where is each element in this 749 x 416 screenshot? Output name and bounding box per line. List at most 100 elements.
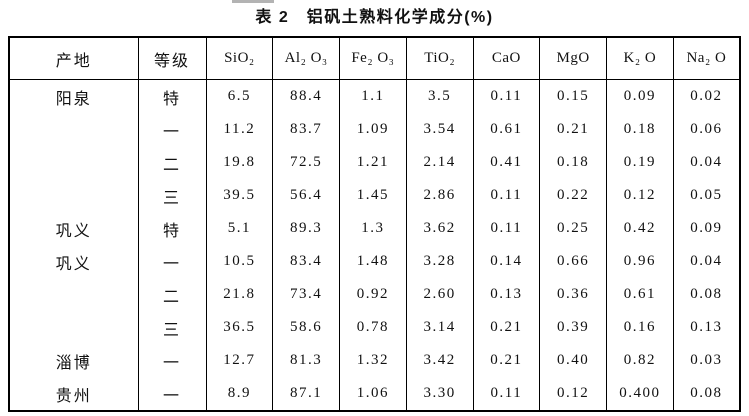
value-cell: 3.54 (405, 113, 473, 146)
value-cell: 0.08 (672, 377, 740, 411)
grade-cell: 特 (137, 212, 206, 245)
value-cell: 0.15 (539, 79, 607, 113)
value-cell: 0.11 (472, 212, 540, 245)
value-cell: 3.42 (405, 344, 473, 377)
table-body: 阳泉特 6.5 88.4 1.1 3.5 0.11 0.15 0.09 0.02 一 11.2 83.… (9, 79, 740, 411)
column-header-grade: 等级 (137, 37, 206, 80)
value-cell: 0.22 (539, 179, 607, 212)
grade-cell: 三 (137, 179, 206, 212)
value-cell: 0.04 (672, 245, 740, 278)
column-header-fe2o3: Fe₂ O₃ (339, 37, 407, 80)
table-row: 巩义 特 5.1 89.3 1.3 3.62 0.11 0.25 0.42 0.09 (9, 212, 740, 245)
value-cell: 1.06 (339, 377, 407, 411)
value-cell: 8.9 (205, 377, 273, 411)
value-cell: 6.5 (205, 79, 273, 113)
grade-cell: 二 (137, 146, 206, 179)
value-cell: 3.5 (405, 79, 473, 113)
origin-cell: 阳泉 (55, 90, 92, 108)
value-cell: 0.08 (672, 278, 740, 311)
table-row: 三 36.5 58.6 0.78 3.14 0.21 0.39 0.16 0.13 (9, 311, 740, 344)
value-cell: 11.2 (205, 113, 273, 146)
column-header-cao: CaO (472, 37, 540, 80)
value-cell: 1.21 (339, 146, 407, 179)
value-cell: 2.86 (405, 179, 473, 212)
value-cell: 83.7 (272, 113, 340, 146)
value-cell: 36.5 (205, 311, 273, 344)
column-header-al2o3: Al₂ O₃ (272, 37, 340, 80)
value-cell: 0.11 (472, 179, 540, 212)
value-cell: 72.5 (272, 146, 340, 179)
value-cell: 0.21 (539, 113, 607, 146)
composition-table: 产地 等级 SiO₂ Al₂ O₃ Fe₂ O₃ TiO₂ CaO MgO K₂… (8, 36, 741, 412)
column-header-tio2: TiO₂ (405, 37, 473, 80)
origin-cell: 巩义 (55, 222, 92, 240)
value-cell: 3.62 (405, 212, 473, 245)
value-cell: 1.45 (339, 179, 407, 212)
table-row: 贵州 一 8.9 87.1 1.06 3.30 0.11 0.12 0.400 0.08 (9, 377, 740, 411)
value-cell: 0.14 (472, 245, 540, 278)
value-cell: 0.41 (472, 146, 540, 179)
column-header-origin: 产地 (9, 37, 138, 80)
column-header-na2o: Na₂ O (672, 37, 740, 80)
value-cell: 0.18 (539, 146, 607, 179)
value-cell: 0.61 (472, 113, 540, 146)
table-row: 阳泉 特 6.5 88.4 1.1 3.5 0.11 0.15 0.09 0.02 (9, 79, 740, 113)
grade-cell: 一 (137, 377, 206, 411)
value-cell: 0.21 (472, 311, 540, 344)
value-cell: 0.06 (672, 113, 740, 146)
value-cell: 58.6 (272, 311, 340, 344)
origin-cell: 巩义 (55, 255, 92, 273)
grade-cell: 一 (137, 245, 206, 278)
value-cell: 73.4 (272, 278, 340, 311)
value-cell: 0.39 (539, 311, 607, 344)
value-cell: 0.92 (339, 278, 407, 311)
cutoff-text-artifact (232, 0, 274, 3)
table-row: 淄博 一 12.7 81.3 1.32 3.42 0.21 0.40 0.82 0.03 (9, 344, 740, 377)
value-cell: 0.82 (606, 344, 674, 377)
value-cell: 1.1 (339, 79, 407, 113)
value-cell: 0.36 (539, 278, 607, 311)
value-cell: 0.11 (472, 377, 540, 411)
value-cell: 0.61 (606, 278, 674, 311)
value-cell: 87.1 (272, 377, 340, 411)
origin-cell (9, 113, 138, 146)
value-cell: 0.40 (539, 344, 607, 377)
header-row: 产地 等级 SiO₂ Al₂ O₃ Fe₂ O₃ TiO₂ CaO MgO K₂… (9, 37, 740, 80)
value-cell: 10.5 (205, 245, 273, 278)
value-cell: 0.16 (606, 311, 674, 344)
grade-cell: 三 (137, 311, 206, 344)
grade-cell: 二 (137, 278, 206, 311)
value-cell: 0.03 (672, 344, 740, 377)
origin-cell: 贵州 (55, 387, 92, 405)
value-cell: 0.400 (606, 377, 674, 411)
value-cell: 0.13 (672, 311, 740, 344)
value-cell: 3.14 (405, 311, 473, 344)
value-cell: 0.12 (539, 377, 607, 411)
column-header-k2o: K₂ O (606, 37, 674, 80)
table-row: 三 39.5 56.4 1.45 2.86 0.11 0.22 0.12 0.05 (9, 179, 740, 212)
value-cell: 21.8 (205, 278, 273, 311)
value-cell: 1.32 (339, 344, 407, 377)
value-cell: 0.05 (672, 179, 740, 212)
value-cell: 0.04 (672, 146, 740, 179)
value-cell: 0.42 (606, 212, 674, 245)
value-cell: 3.30 (405, 377, 473, 411)
origin-cell (9, 278, 138, 311)
value-cell: 2.60 (405, 278, 473, 311)
value-cell: 12.7 (205, 344, 273, 377)
table-row: 一 11.2 83.7 1.09 3.54 0.61 0.21 0.18 0.06 (9, 113, 740, 146)
table-row: 二 21.8 73.4 0.92 2.60 0.13 0.36 0.61 0.08 (9, 278, 740, 311)
value-cell: 88.4 (272, 79, 340, 113)
value-cell: 0.18 (606, 113, 674, 146)
value-cell: 5.1 (205, 212, 273, 245)
value-cell: 89.3 (272, 212, 340, 245)
column-header-mgo: MgO (539, 37, 607, 80)
value-cell: 0.09 (672, 212, 740, 245)
column-header-sio2: SiO₂ (205, 37, 273, 80)
origin-cell (9, 311, 138, 344)
value-cell: 0.66 (539, 245, 607, 278)
value-cell: 81.3 (272, 344, 340, 377)
value-cell: 0.78 (339, 311, 407, 344)
value-cell: 0.96 (606, 245, 674, 278)
